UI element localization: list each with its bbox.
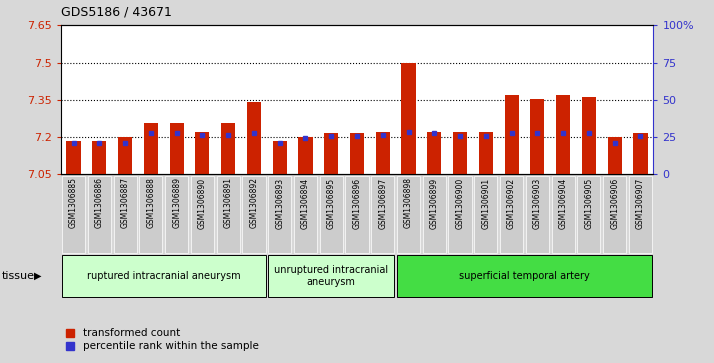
- Text: ▶: ▶: [34, 271, 42, 281]
- Bar: [633, 133, 648, 174]
- Text: GSM1306900: GSM1306900: [456, 178, 465, 229]
- Text: GSM1306896: GSM1306896: [353, 178, 361, 229]
- FancyBboxPatch shape: [62, 176, 85, 253]
- Text: GSM1306904: GSM1306904: [558, 178, 568, 229]
- Text: GSM1306903: GSM1306903: [533, 178, 542, 229]
- FancyBboxPatch shape: [268, 176, 291, 253]
- FancyBboxPatch shape: [423, 176, 446, 253]
- Bar: [556, 95, 570, 174]
- FancyBboxPatch shape: [114, 176, 136, 253]
- Text: unruptured intracranial
aneurysm: unruptured intracranial aneurysm: [274, 265, 388, 287]
- Bar: [273, 141, 287, 174]
- FancyBboxPatch shape: [346, 176, 368, 253]
- Text: ruptured intracranial aneurysm: ruptured intracranial aneurysm: [87, 271, 241, 281]
- Text: GSM1306895: GSM1306895: [327, 178, 336, 229]
- Legend: transformed count, percentile rank within the sample: transformed count, percentile rank withi…: [66, 328, 258, 351]
- Bar: [118, 137, 132, 174]
- FancyBboxPatch shape: [578, 176, 600, 253]
- FancyBboxPatch shape: [397, 176, 420, 253]
- Bar: [479, 132, 493, 174]
- FancyBboxPatch shape: [242, 176, 266, 253]
- Bar: [247, 102, 261, 174]
- Bar: [196, 132, 209, 174]
- Bar: [582, 97, 596, 174]
- FancyBboxPatch shape: [139, 176, 163, 253]
- Text: GSM1306907: GSM1306907: [636, 178, 645, 229]
- FancyBboxPatch shape: [371, 176, 394, 253]
- Bar: [608, 137, 622, 174]
- FancyBboxPatch shape: [165, 176, 188, 253]
- Text: GSM1306898: GSM1306898: [404, 178, 413, 228]
- Bar: [427, 132, 441, 174]
- Text: GSM1306888: GSM1306888: [146, 178, 156, 228]
- FancyBboxPatch shape: [448, 176, 472, 253]
- Text: GSM1306892: GSM1306892: [249, 178, 258, 228]
- Text: GSM1306894: GSM1306894: [301, 178, 310, 229]
- Bar: [221, 123, 235, 174]
- Bar: [324, 133, 338, 174]
- FancyBboxPatch shape: [191, 176, 214, 253]
- Bar: [92, 141, 106, 174]
- Bar: [298, 137, 313, 174]
- Bar: [505, 95, 518, 174]
- Text: GSM1306905: GSM1306905: [584, 178, 593, 229]
- Text: GSM1306899: GSM1306899: [430, 178, 439, 229]
- FancyBboxPatch shape: [268, 255, 394, 297]
- Text: GSM1306901: GSM1306901: [481, 178, 491, 229]
- Text: GSM1306897: GSM1306897: [378, 178, 387, 229]
- Bar: [169, 123, 183, 174]
- FancyBboxPatch shape: [62, 255, 266, 297]
- Text: GSM1306889: GSM1306889: [172, 178, 181, 228]
- FancyBboxPatch shape: [320, 176, 343, 253]
- Bar: [376, 132, 390, 174]
- Text: GSM1306885: GSM1306885: [69, 178, 78, 228]
- Text: GSM1306902: GSM1306902: [507, 178, 516, 229]
- FancyBboxPatch shape: [397, 255, 652, 297]
- Text: GSM1306886: GSM1306886: [95, 178, 104, 228]
- Text: superficial temporal artery: superficial temporal artery: [459, 271, 590, 281]
- Text: GSM1306891: GSM1306891: [223, 178, 233, 228]
- FancyBboxPatch shape: [500, 176, 523, 253]
- FancyBboxPatch shape: [526, 176, 549, 253]
- Text: GSM1306887: GSM1306887: [121, 178, 130, 228]
- Text: tissue: tissue: [1, 271, 34, 281]
- Text: GSM1306893: GSM1306893: [275, 178, 284, 229]
- Text: GSM1306890: GSM1306890: [198, 178, 207, 229]
- FancyBboxPatch shape: [603, 176, 626, 253]
- Bar: [350, 133, 364, 174]
- Text: GDS5186 / 43671: GDS5186 / 43671: [61, 5, 171, 18]
- Bar: [401, 62, 416, 174]
- Text: GSM1306906: GSM1306906: [610, 178, 619, 229]
- Bar: [144, 123, 158, 174]
- FancyBboxPatch shape: [294, 176, 317, 253]
- Bar: [453, 132, 467, 174]
- FancyBboxPatch shape: [88, 176, 111, 253]
- Bar: [531, 99, 545, 174]
- FancyBboxPatch shape: [551, 176, 575, 253]
- FancyBboxPatch shape: [629, 176, 652, 253]
- Bar: [66, 141, 81, 174]
- FancyBboxPatch shape: [474, 176, 498, 253]
- FancyBboxPatch shape: [216, 176, 240, 253]
